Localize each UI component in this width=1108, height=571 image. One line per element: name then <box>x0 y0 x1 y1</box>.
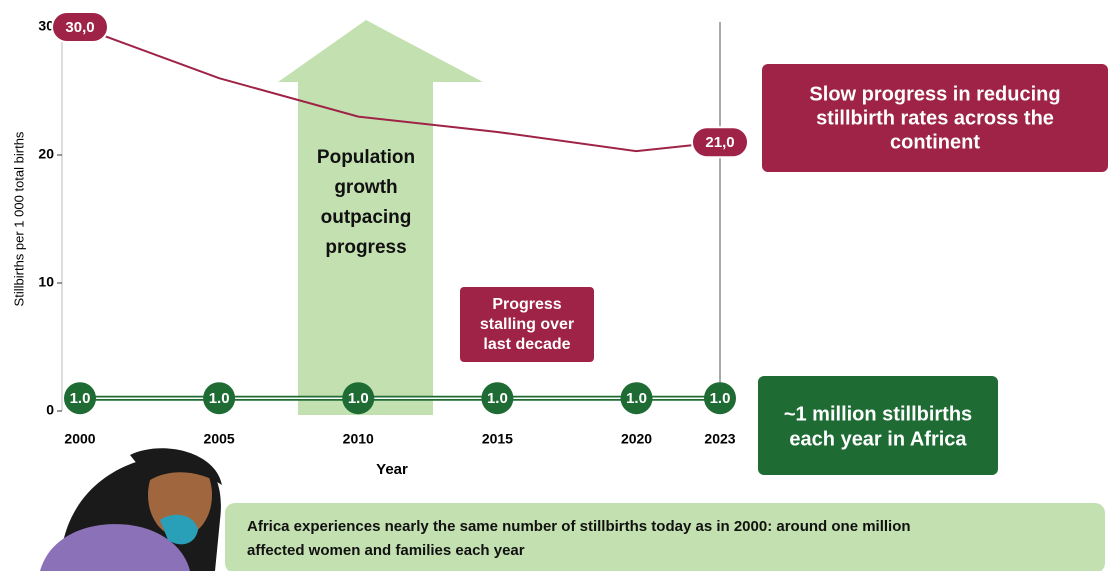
rate-point <box>691 126 749 159</box>
banner-text: affected women and families each year <box>247 542 525 559</box>
x-tick-label: 2000 <box>64 431 95 447</box>
rate-box <box>762 64 1108 172</box>
stalling-text: stalling over <box>480 316 574 333</box>
count-point <box>620 382 653 415</box>
count-point <box>342 382 375 415</box>
rate-box-text: continent <box>890 131 980 153</box>
value-label: 1.0 <box>348 390 369 407</box>
x-axis-label: Year <box>376 461 408 478</box>
count-point <box>203 382 236 415</box>
count-box-text: each year in Africa <box>789 428 967 450</box>
y-axis-label: Stillbirths per 1 000 total births <box>11 131 26 306</box>
stalling-text: Progress <box>492 296 561 313</box>
value-label: 1.0 <box>70 390 91 407</box>
stalling-box <box>460 287 594 362</box>
stalling-text: last decade <box>483 336 570 353</box>
x-tick-label: 2015 <box>482 431 513 447</box>
value-label: 1.0 <box>487 390 508 407</box>
y-tick-label: 30 <box>38 18 54 34</box>
arrow-text: growth <box>334 177 397 198</box>
arrow-text: progress <box>325 237 406 258</box>
value-label: 21,0 <box>705 134 734 151</box>
woman-illustration <box>40 448 222 571</box>
value-label: 1.0 <box>626 390 647 407</box>
arrow-text: Population <box>317 147 415 168</box>
count-point <box>481 382 514 415</box>
rate-line <box>79 26 721 153</box>
y-tick-label: 10 <box>38 274 54 290</box>
x-tick-label: 2010 <box>343 431 374 447</box>
y-tick-label: 0 <box>46 402 54 418</box>
banner <box>225 503 1105 571</box>
count-box-text: ~1 million stillbirths <box>784 403 972 425</box>
count-point <box>704 382 736 415</box>
x-tick-label: 2005 <box>204 431 235 447</box>
rate-box-text: stillbirth rates across the <box>816 107 1054 129</box>
banner-text: Africa experiences nearly the same numbe… <box>247 518 911 535</box>
count-box <box>758 376 998 475</box>
x-tick-label: 2023 <box>704 431 735 447</box>
arrow-text: outpacing <box>321 207 412 228</box>
value-label: 1.0 <box>209 390 230 407</box>
value-label: 1.0 <box>710 390 731 407</box>
y-tick-label: 20 <box>38 146 54 162</box>
value-label: 30,0 <box>65 19 94 36</box>
x-tick-label: 2020 <box>621 431 652 447</box>
growth-arrow <box>278 20 483 415</box>
count-point <box>64 382 96 415</box>
rate-box-text: Slow progress in reducing <box>809 83 1060 105</box>
rate-point <box>51 11 109 43</box>
